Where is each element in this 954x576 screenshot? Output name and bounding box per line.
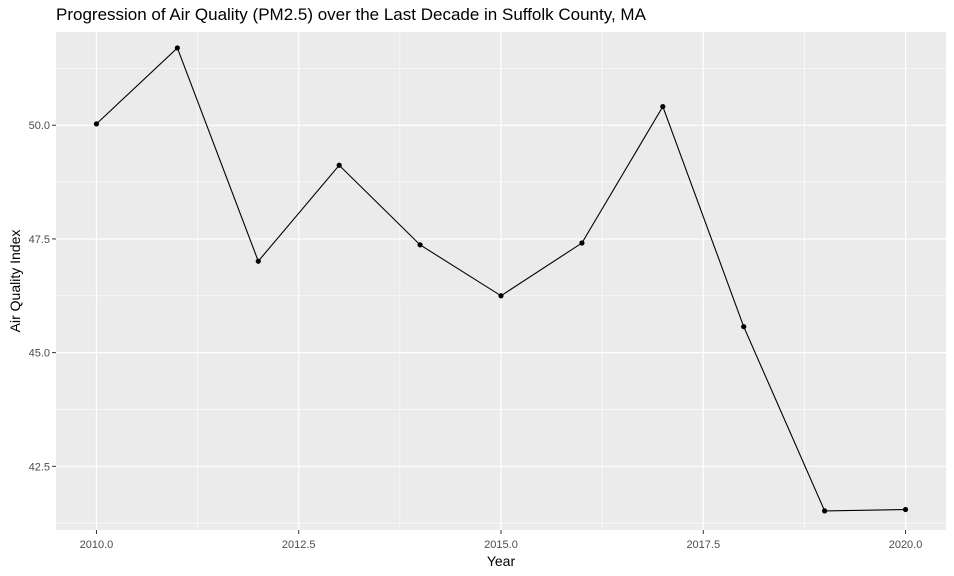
data-point [902,506,909,513]
y-axis-title: Air Quality Index [7,230,23,333]
x-tick-label: 2020.0 [889,539,923,551]
y-tick-label: 42.5 [29,461,50,473]
x-tick-label: 2017.5 [686,539,720,551]
data-point [417,242,423,248]
data-point [822,508,828,514]
data-point [174,45,180,51]
data-point [336,162,342,168]
major-gridlines [56,32,946,530]
y-tick-label: 45.0 [29,348,50,360]
y-tick-label: 50.0 [29,120,50,132]
data-series [93,45,909,514]
y-tick-label: 47.5 [29,234,50,246]
x-tick-label: 2015.0 [484,539,518,551]
chart-title: Progression of Air Quality (PM2.5) over … [56,5,646,24]
x-axis-title: Year [487,553,516,569]
data-point [93,121,100,127]
x-tick-label: 2012.5 [282,539,316,551]
data-point [579,240,585,246]
x-tick-label: 2010.0 [80,539,114,551]
data-point [255,258,261,264]
axes: 2010.0 2012.5 2015.0 2017.5 2020.0 42.5 45.0 47… [29,120,923,551]
data-point [741,324,747,330]
data-point [498,293,504,299]
data-point [660,103,666,110]
